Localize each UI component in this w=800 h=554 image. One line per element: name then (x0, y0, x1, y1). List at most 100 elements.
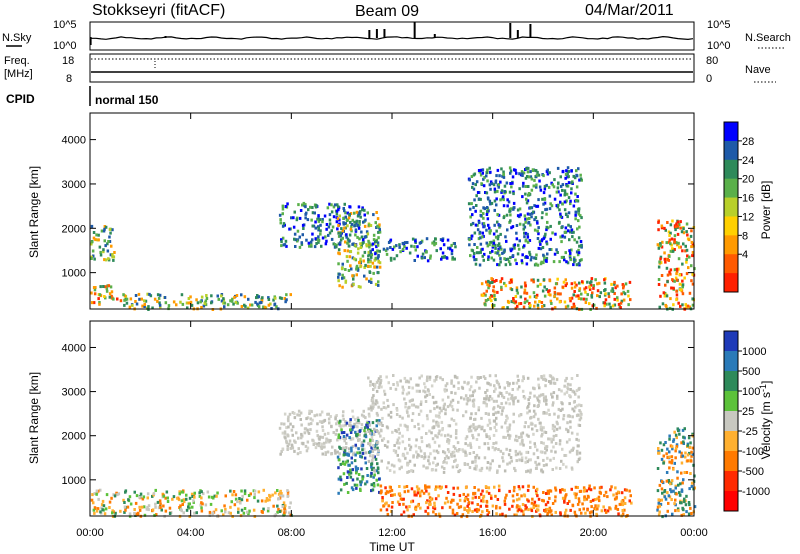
scatter-cell (208, 510, 212, 514)
scatter-cell (371, 450, 375, 453)
scatter-cell (309, 422, 313, 426)
scatter-cell (529, 223, 532, 227)
scatter-cell (224, 494, 227, 498)
scatter-cell (447, 456, 450, 460)
scatter-cell (576, 502, 580, 506)
scatter-cell (493, 485, 496, 489)
scatter-cell (590, 510, 593, 514)
scatter-cell (540, 441, 543, 445)
scatter-cell (370, 465, 373, 469)
scatter-cell (670, 455, 674, 459)
scatter-cell (156, 293, 160, 297)
scatter-cell (508, 507, 511, 511)
nsky-trace (90, 35, 694, 45)
scatter-cell (677, 301, 680, 305)
scatter-cell (578, 409, 581, 413)
scatter-cell (569, 251, 572, 255)
scatter-cell (563, 454, 566, 457)
scatter-cell (404, 405, 407, 409)
scatter-cell (674, 228, 677, 232)
scatter-cell (317, 226, 320, 230)
scatter-cell (674, 276, 678, 280)
scatter-cell (587, 487, 591, 491)
scatter-cell (284, 239, 288, 243)
scatter-cell (508, 382, 511, 386)
scatter-cell (509, 213, 512, 217)
scatter-cell (537, 504, 540, 508)
scatter-cell (363, 447, 366, 451)
colorbar-tick-label: 8 (742, 230, 748, 242)
scatter-cell (378, 249, 381, 253)
scatter-cell (358, 220, 361, 223)
scatter-cell (505, 391, 508, 394)
scatter-cell (409, 377, 412, 381)
scatter-cell (343, 209, 346, 213)
scatter-cell (376, 379, 380, 383)
scatter-cell (185, 508, 189, 512)
scatter-cell (682, 478, 685, 482)
scatter-cell (353, 483, 357, 487)
scatter-cell (289, 422, 292, 426)
x-tick-label: 00:00 (680, 527, 708, 539)
scatter-cell (397, 446, 400, 450)
scatter-cell (563, 488, 566, 492)
scatter-cell (620, 292, 623, 296)
colorbar-swatch (724, 371, 738, 392)
scatter-cell (502, 459, 505, 463)
scatter-cell (327, 412, 330, 416)
scatter-cell (663, 490, 666, 494)
scatter-cell (592, 284, 595, 288)
scatter-cell (133, 508, 136, 511)
scatter-cell (579, 410, 582, 414)
scatter-cell (91, 249, 95, 253)
scatter-cell (558, 439, 562, 443)
scatter-cell (339, 475, 342, 479)
scatter-cell (486, 210, 489, 214)
y-tick-label: 4000 (62, 342, 86, 354)
scatter-cell (542, 499, 545, 503)
scatter-cell (472, 252, 476, 255)
scatter-cell (371, 248, 374, 252)
scatter-cell (353, 257, 356, 261)
scatter-cell (429, 502, 432, 506)
scatter-cell (425, 444, 429, 448)
scatter-cell (557, 415, 560, 419)
scatter-cell (481, 293, 485, 297)
scatter-cell (549, 237, 552, 241)
scatter-cell (279, 452, 282, 456)
scatter-cell (280, 296, 283, 300)
scatter-cell (371, 396, 374, 400)
scatter-cell (630, 501, 633, 505)
scatter-cell (681, 279, 684, 283)
scatter-cell (594, 278, 597, 282)
scatter-cell (344, 436, 347, 440)
scatter-cell (561, 447, 564, 451)
scatter-cell (674, 486, 677, 490)
scatter-cell (508, 190, 512, 194)
scatter-cell (556, 166, 560, 170)
scatter-cell (376, 462, 379, 466)
scatter-cell (418, 376, 421, 380)
scatter-cell (536, 306, 540, 310)
scatter-cell (317, 214, 320, 218)
scatter-cell (442, 404, 446, 408)
scatter-cell (457, 381, 460, 385)
scatter-cell (420, 440, 424, 444)
scatter-cell (481, 231, 484, 235)
scatter-cell (553, 425, 556, 429)
y-tick-label: 4000 (62, 135, 86, 147)
scatter-cell (447, 395, 450, 399)
scatter-cell (586, 494, 590, 498)
scatter-cell (369, 454, 372, 458)
scatter-cell (385, 252, 389, 256)
scatter-cell (172, 300, 176, 304)
scatter-cell (377, 405, 380, 409)
scatter-cell (277, 492, 281, 496)
scatter-cell (267, 507, 270, 510)
scatter-cell (288, 439, 292, 443)
scatter-cell (291, 446, 295, 450)
scatter-cell (473, 486, 476, 489)
scatter-cell (313, 245, 317, 249)
scatter-cell (564, 251, 567, 255)
scatter-cell (527, 508, 530, 512)
